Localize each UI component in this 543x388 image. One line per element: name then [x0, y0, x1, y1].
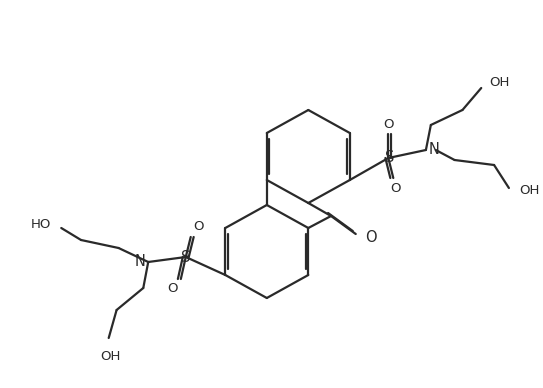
Text: HO: HO — [31, 218, 52, 230]
Text: OH: OH — [519, 184, 539, 196]
Text: O: O — [390, 182, 401, 194]
Text: OH: OH — [489, 76, 509, 88]
Text: O: O — [365, 230, 377, 246]
Text: O: O — [383, 118, 394, 130]
Text: S: S — [181, 249, 191, 265]
Text: O: O — [193, 220, 204, 234]
Text: OH: OH — [100, 350, 121, 363]
Text: N: N — [429, 142, 440, 158]
Text: N: N — [134, 255, 146, 270]
Text: S: S — [384, 151, 394, 166]
Text: O: O — [168, 282, 178, 296]
